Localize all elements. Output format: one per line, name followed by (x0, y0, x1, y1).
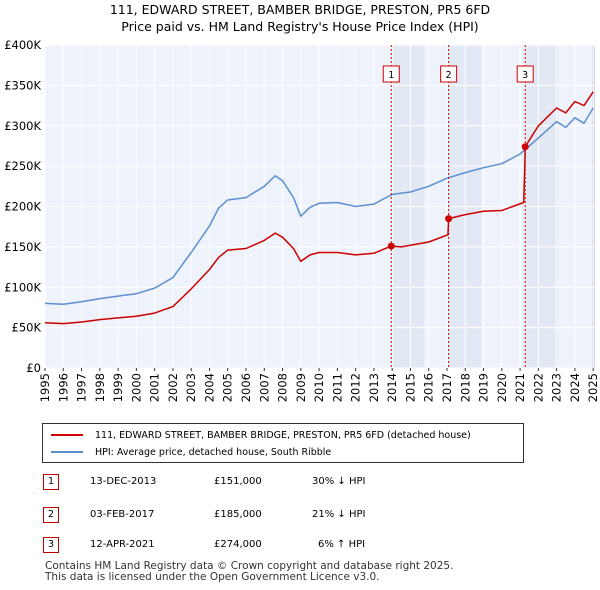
series-line (44, 107, 594, 305)
sale-number-box (516, 65, 534, 83)
y-tick-label: £50K (12, 321, 42, 335)
transaction-row: 1 13-DEC-2013 £151,000 30% ↓ HPI (0, 474, 600, 492)
x-tick-label: 2019 (477, 373, 491, 402)
y-tick-label: £150K (4, 240, 41, 254)
transaction-date: 13-DEC-2013 (90, 476, 157, 487)
x-tick-label: 2009 (294, 373, 308, 402)
chart: 111, EDWARD STREET, BAMBER BRIDGE, PREST… (4, 2, 600, 402)
transaction-row: 2 03-FEB-2017 £185,000 21% ↓ HPI (0, 507, 600, 525)
y-tick-label: £250K (4, 159, 41, 173)
chart-subtitle: Price paid vs. HM Land Registry's House … (121, 19, 478, 34)
y-tick-label: £350K (4, 78, 41, 92)
chart-title: 111, EDWARD STREET, BAMBER BRIDGE, PREST… (110, 2, 490, 17)
x-tick-label: 2013 (367, 373, 381, 402)
x-tick-label: 2020 (495, 373, 509, 402)
transaction-row: 3 12-APR-2021 £274,000 6% ↑ HPI (0, 537, 600, 555)
x-tick-label: 1998 (93, 373, 107, 402)
y-tick-label: £300K (4, 119, 41, 133)
transaction-price: £151,000 (214, 476, 262, 487)
x-tick-label: 1997 (75, 373, 89, 402)
sale-point (445, 215, 453, 223)
sale-marker-layer: 1 2 3 (382, 45, 534, 368)
x-tick-label: 1999 (111, 373, 125, 402)
axis-layer: £0 £50K £100K £150K £200K £250K £300K £350K £400… (4, 38, 600, 402)
x-tick-label: 2003 (184, 373, 198, 402)
sale-point (521, 143, 529, 151)
x-tick-label: 2001 (148, 373, 162, 402)
x-tick-label: 2006 (239, 373, 253, 402)
x-tick-label: 2008 (276, 373, 290, 402)
sale-number-box (440, 65, 458, 83)
transaction-number-badge: 3 (43, 537, 59, 553)
footer-attribution: Contains HM Land Registry data © Crown c… (45, 561, 453, 583)
x-tick-label: 2025 (586, 373, 600, 402)
x-tick-label: 1995 (38, 373, 52, 402)
x-tick-label: 2011 (330, 373, 344, 402)
x-tick-label: 2016 (422, 373, 436, 402)
footer-copyright: Contains HM Land Registry data © Crown c… (45, 560, 454, 572)
legend-label-property: 111, EDWARD STREET, BAMBER BRIDGE, PREST… (95, 429, 471, 441)
footer-licence: This data is licensed under the Open Gov… (45, 571, 380, 583)
transaction-date: 03-FEB-2017 (90, 509, 155, 520)
sale-number-label: 1 (388, 70, 394, 81)
x-tick-label: 2015 (403, 373, 417, 402)
transaction-hpi-diff: 6% ↑ HPI (318, 539, 366, 550)
sale-number-box (382, 65, 400, 83)
x-tick-label: 2018 (458, 373, 472, 402)
sale-number-label: 3 (522, 70, 528, 81)
transaction-date: 12-APR-2021 (90, 539, 155, 550)
x-tick-label: 2010 (312, 373, 326, 402)
x-tick-label: 2017 (440, 373, 454, 402)
legend-swatch-hpi (51, 451, 83, 453)
legend-swatch-property (51, 434, 83, 436)
x-tick-label: 2022 (531, 373, 545, 402)
y-tick-label: £400K (4, 38, 41, 52)
x-tick-label: 2004 (202, 373, 216, 402)
y-tick-label: £200K (4, 200, 41, 214)
x-tick-label: 2000 (129, 373, 143, 402)
x-tick-label: 2023 (550, 373, 564, 402)
legend-item-hpi: HPI: Average price, detached house, Sout… (51, 444, 331, 460)
legend-item-property: 111, EDWARD STREET, BAMBER BRIDGE, PREST… (51, 427, 471, 443)
transaction-price: £185,000 (214, 509, 262, 520)
y-tick-label: £100K (4, 280, 41, 294)
transaction-hpi-diff: 21% ↓ HPI (312, 509, 366, 520)
transaction-hpi-diff: 30% ↓ HPI (312, 476, 366, 487)
legend: 111, EDWARD STREET, BAMBER BRIDGE, PREST… (42, 423, 524, 463)
x-tick-label: 2007 (257, 373, 271, 402)
y-tick-label: £0 (26, 361, 41, 375)
x-tick-label: 2002 (166, 373, 180, 402)
transaction-number-badge: 2 (43, 507, 59, 523)
transaction-number-badge: 1 (43, 474, 59, 490)
x-tick-label: 2012 (349, 373, 363, 402)
sale-point (387, 242, 395, 250)
legend-label-hpi: HPI: Average price, detached house, Sout… (95, 446, 332, 458)
x-tick-label: 2021 (513, 373, 527, 402)
x-tick-label: 2024 (568, 373, 582, 402)
transaction-price: £274,000 (214, 539, 262, 550)
x-tick-label: 2005 (221, 373, 235, 402)
sale-number-label: 2 (446, 70, 452, 81)
x-tick-label: 2014 (385, 373, 399, 402)
x-tick-label: 1996 (56, 373, 70, 402)
